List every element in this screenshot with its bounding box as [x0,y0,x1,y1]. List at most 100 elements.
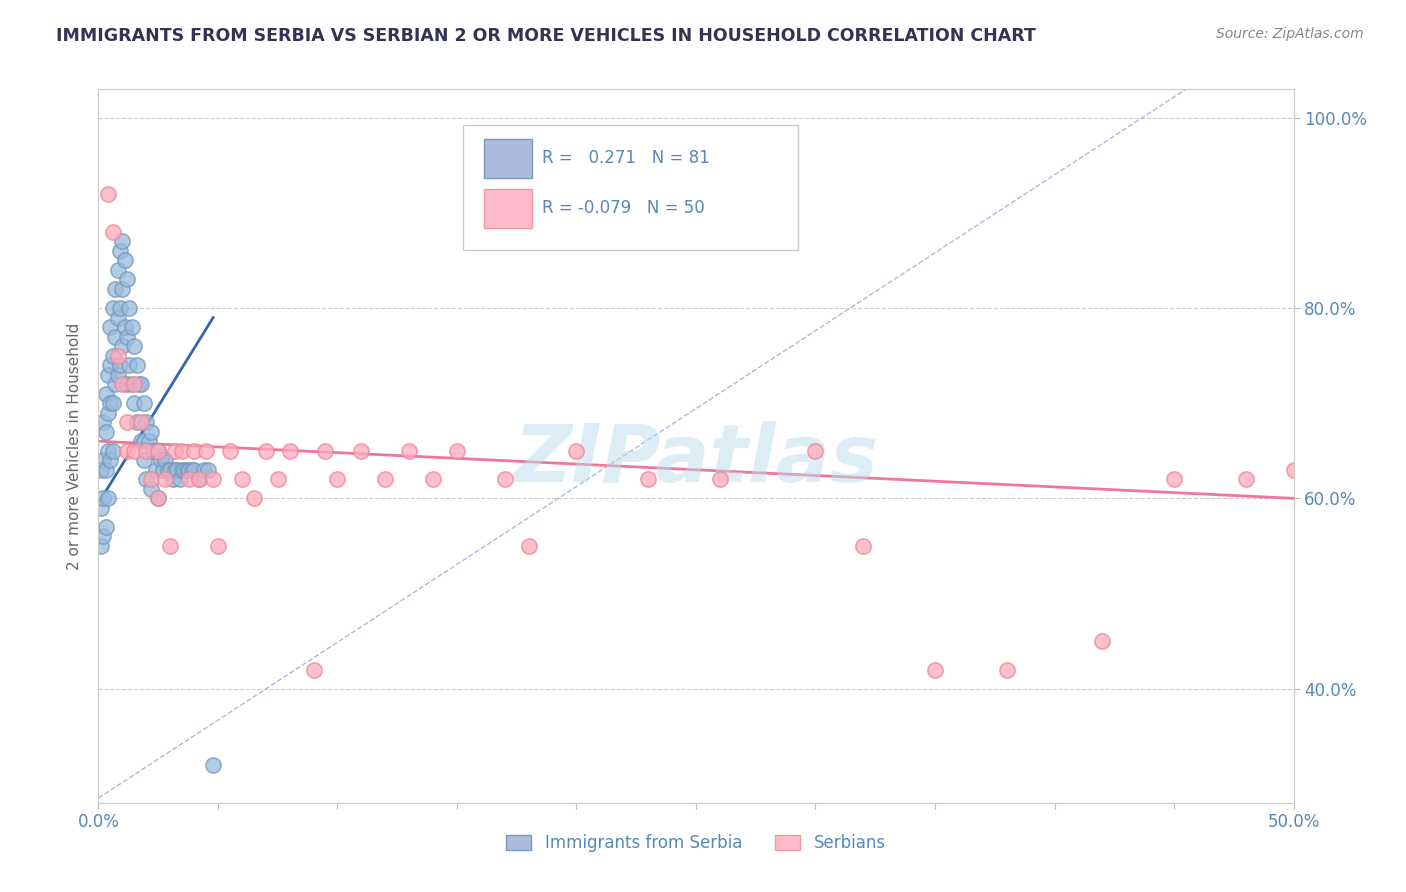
Point [111,235,134,249]
Point [111,377,134,392]
Point [139,472,162,486]
Text: IMMIGRANTS FROM SERBIA VS SERBIAN 2 OR MORE VEHICLES IN HOUSEHOLD CORRELATION CH: IMMIGRANTS FROM SERBIA VS SERBIAN 2 OR M… [56,27,1036,45]
Point [124,396,146,410]
Point [149,453,172,467]
Point [1163,472,1185,486]
Point [148,491,170,506]
Point [98,358,122,372]
Point [107,263,129,277]
Point [374,472,396,486]
Point [108,301,131,315]
Point [132,453,155,467]
Text: R = -0.079   N = 50: R = -0.079 N = 50 [541,200,704,218]
Point [152,463,174,477]
Point [207,539,229,553]
Text: R =   0.271   N = 81: R = 0.271 N = 81 [541,150,710,168]
Point [94,386,117,401]
Point [139,425,162,439]
Point [142,443,165,458]
Point [124,377,146,392]
Point [804,443,827,458]
Point [121,377,143,392]
Point [101,349,124,363]
Point [267,472,290,486]
Point [162,472,184,486]
Point [91,453,114,467]
Point [187,472,209,486]
Point [155,472,177,486]
Point [163,443,186,458]
Point [108,358,131,372]
Point [1234,472,1257,486]
Point [104,282,127,296]
Point [173,463,195,477]
Point [180,463,202,477]
Point [97,406,120,420]
Point [179,463,201,477]
Point [90,539,112,553]
Point [183,463,205,477]
Point [159,539,181,553]
Point [166,463,188,477]
Point [139,482,162,496]
Point [114,253,136,268]
Point [101,225,124,239]
Point [115,329,138,343]
Point [183,443,205,458]
Point [97,186,120,201]
Point [115,415,138,429]
Point [97,443,120,458]
Point [1091,634,1114,648]
Point [124,339,146,353]
Point [115,443,138,458]
Point [107,349,129,363]
Point [118,358,141,372]
Point [138,434,160,449]
Point [148,443,170,458]
Point [995,663,1018,677]
Point [104,377,127,392]
Point [115,272,138,286]
Bar [485,139,533,178]
Point [94,425,117,439]
Point [197,463,219,477]
Point [97,491,120,506]
Point [172,463,194,477]
Point [195,443,218,458]
Point [132,396,155,410]
Point [118,301,141,315]
Legend: Immigrants from Serbia, Serbians: Immigrants from Serbia, Serbians [499,828,893,859]
Point [446,443,468,458]
Point [145,463,167,477]
Point [172,443,194,458]
Y-axis label: 2 or more Vehicles in Household: 2 or more Vehicles in Household [67,322,83,570]
Point [709,472,731,486]
Point [254,443,277,458]
Point [104,329,127,343]
Point [131,377,153,392]
Point [97,368,120,382]
Point [101,301,124,315]
Point [91,529,114,543]
Point [924,663,946,677]
Point [94,463,117,477]
Point [108,244,131,258]
Point [114,320,136,334]
Point [94,520,117,534]
Point [101,443,124,458]
Point [350,443,373,458]
Point [91,491,114,506]
Point [115,377,138,392]
Point [315,443,337,458]
Point [852,539,875,553]
Point [90,463,112,477]
Point [565,443,588,458]
Point [231,472,253,486]
Point [243,491,266,506]
Point [101,396,124,410]
Point [107,368,129,382]
Point [125,415,148,429]
Point [98,396,122,410]
Point [131,415,153,429]
Point [135,443,157,458]
